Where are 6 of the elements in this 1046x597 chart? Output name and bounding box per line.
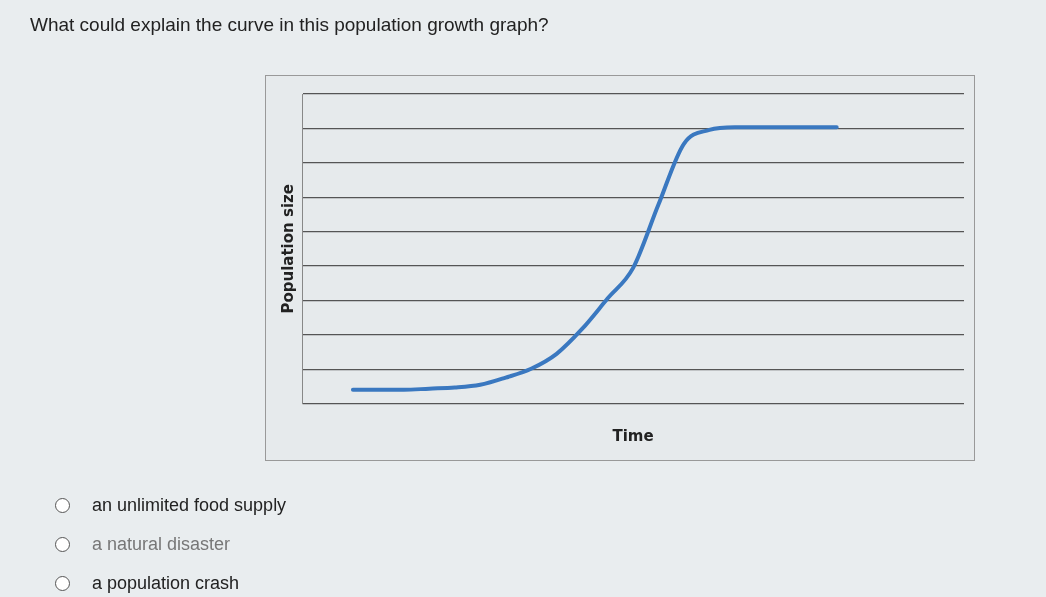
text: a natural disaster <box>92 534 231 555</box>
text: an unlimited food supply <box>92 495 287 516</box>
y-axis-title: Population size <box>278 184 297 314</box>
chart-title: What could explain the curve in this population growth graph? <box>30 14 549 36</box>
text: a population crash <box>92 573 240 594</box>
x-axis-title: Time <box>612 426 654 445</box>
